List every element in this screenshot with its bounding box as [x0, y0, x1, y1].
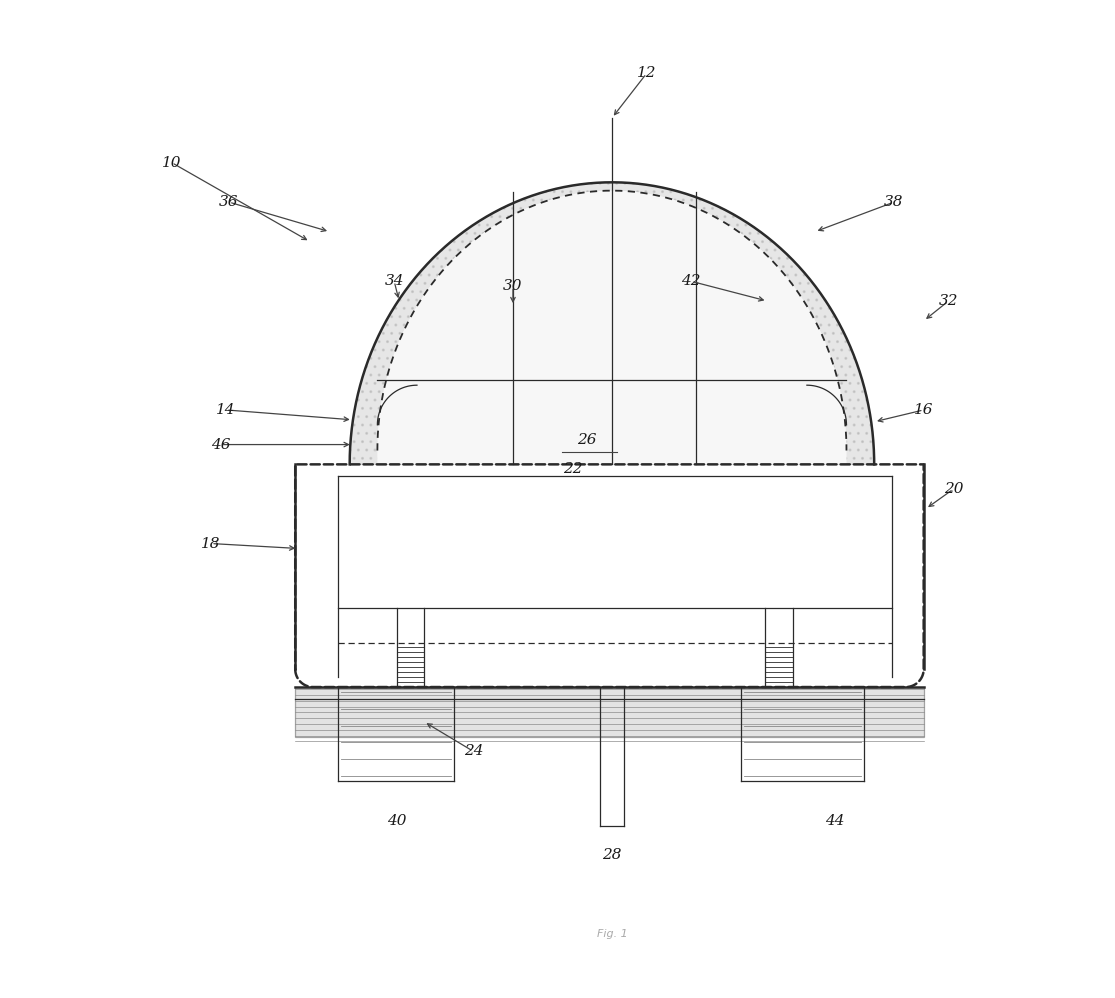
Text: 26: 26 [578, 432, 597, 447]
Text: 32: 32 [939, 294, 958, 308]
Text: 14: 14 [216, 403, 235, 417]
Polygon shape [295, 687, 923, 737]
Text: 40: 40 [387, 813, 407, 827]
Polygon shape [350, 183, 874, 464]
Text: 20: 20 [943, 482, 963, 496]
Text: 30: 30 [503, 279, 523, 293]
Text: 18: 18 [202, 537, 221, 551]
Polygon shape [377, 191, 846, 464]
Text: 22: 22 [563, 462, 582, 476]
Text: 16: 16 [914, 403, 933, 417]
Text: 10: 10 [162, 156, 182, 170]
Text: 24: 24 [464, 745, 483, 758]
Polygon shape [377, 191, 846, 464]
Text: 38: 38 [884, 195, 904, 210]
Text: Fig. 1: Fig. 1 [597, 929, 628, 939]
Text: 42: 42 [681, 274, 701, 288]
Text: 36: 36 [220, 195, 239, 210]
Text: 12: 12 [637, 67, 657, 81]
Text: 46: 46 [211, 437, 231, 451]
Text: 28: 28 [602, 848, 622, 862]
Text: 34: 34 [385, 274, 404, 288]
Text: 44: 44 [825, 813, 844, 827]
